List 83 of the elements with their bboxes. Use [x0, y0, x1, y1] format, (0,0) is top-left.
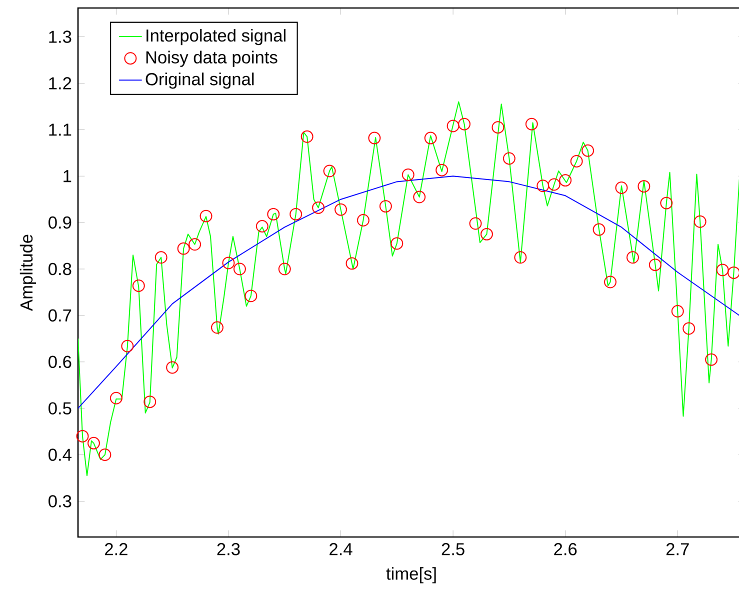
point [379, 200, 392, 213]
point [660, 196, 673, 210]
point [648, 258, 662, 272]
point [278, 262, 291, 276]
x-tick-label: 2.7 [666, 543, 689, 556]
point [436, 164, 448, 176]
point [222, 256, 235, 270]
point [402, 168, 414, 181]
point [200, 210, 212, 222]
point [492, 121, 504, 134]
point [334, 203, 347, 216]
x-axis-title: time[s] [386, 567, 436, 584]
point [256, 220, 268, 233]
point [312, 201, 325, 214]
point [682, 322, 696, 335]
point [502, 152, 516, 165]
point [177, 242, 190, 255]
point [323, 164, 336, 178]
y-axis-title: Amplitude [20, 234, 36, 311]
point [154, 251, 168, 264]
x-tick-label: 2.5 [442, 543, 464, 556]
point [211, 321, 224, 334]
legend-label: Interpolated signal [146, 28, 286, 46]
point [469, 217, 482, 230]
x-tick-label: 2.4 [330, 543, 352, 556]
y-tick-label: 0.8 [48, 262, 72, 276]
point [671, 305, 684, 318]
y-tick-label: 0.5 [48, 402, 72, 414]
x-tick-label: 2.3 [217, 543, 240, 556]
point [458, 118, 471, 130]
point [570, 155, 583, 168]
point [110, 392, 122, 404]
point [638, 180, 650, 193]
y-tick-label: 0.6 [48, 356, 72, 368]
point [626, 251, 639, 264]
point [582, 144, 594, 157]
y-tick-label: 1.3 [49, 30, 72, 43]
point [559, 174, 572, 187]
point [233, 262, 246, 276]
point [144, 396, 156, 408]
x-tick-label: 2.6 [554, 543, 577, 556]
y-tick-label: 1.1 [49, 124, 72, 136]
line-series [78, 101, 739, 476]
point [446, 120, 460, 132]
y-tick-label: 0.3 [48, 495, 72, 508]
point [604, 276, 616, 288]
point [514, 251, 527, 264]
point [356, 214, 370, 226]
point [121, 340, 134, 352]
point [87, 436, 100, 450]
point [368, 132, 381, 144]
point [76, 430, 89, 442]
legend-label: Original signal [146, 72, 254, 89]
point [728, 266, 739, 279]
point [188, 238, 202, 251]
x-tick-label: 2.2 [105, 543, 128, 556]
point [480, 228, 493, 240]
point [166, 361, 179, 374]
y-tick-label: 1 [64, 170, 72, 182]
point [615, 182, 628, 194]
point [424, 132, 437, 144]
point [413, 190, 426, 204]
point [267, 208, 280, 220]
y-tick-label: 0.7 [48, 309, 72, 322]
y-tick-label: 0.9 [48, 216, 72, 229]
point [694, 215, 706, 228]
point [592, 223, 606, 236]
point [536, 180, 550, 192]
point [132, 279, 145, 292]
point [98, 448, 112, 462]
y-tick-label: 0.4 [48, 448, 72, 461]
point [525, 118, 538, 130]
line-series [78, 176, 739, 409]
legend-label: Noisy data points [146, 50, 278, 67]
point [300, 130, 314, 143]
point [548, 178, 560, 191]
point [346, 257, 358, 270]
y-tick-label: 1.2 [49, 77, 72, 90]
point [705, 353, 718, 366]
point [390, 237, 404, 250]
point [290, 208, 302, 220]
point [244, 290, 258, 302]
point [716, 264, 729, 276]
